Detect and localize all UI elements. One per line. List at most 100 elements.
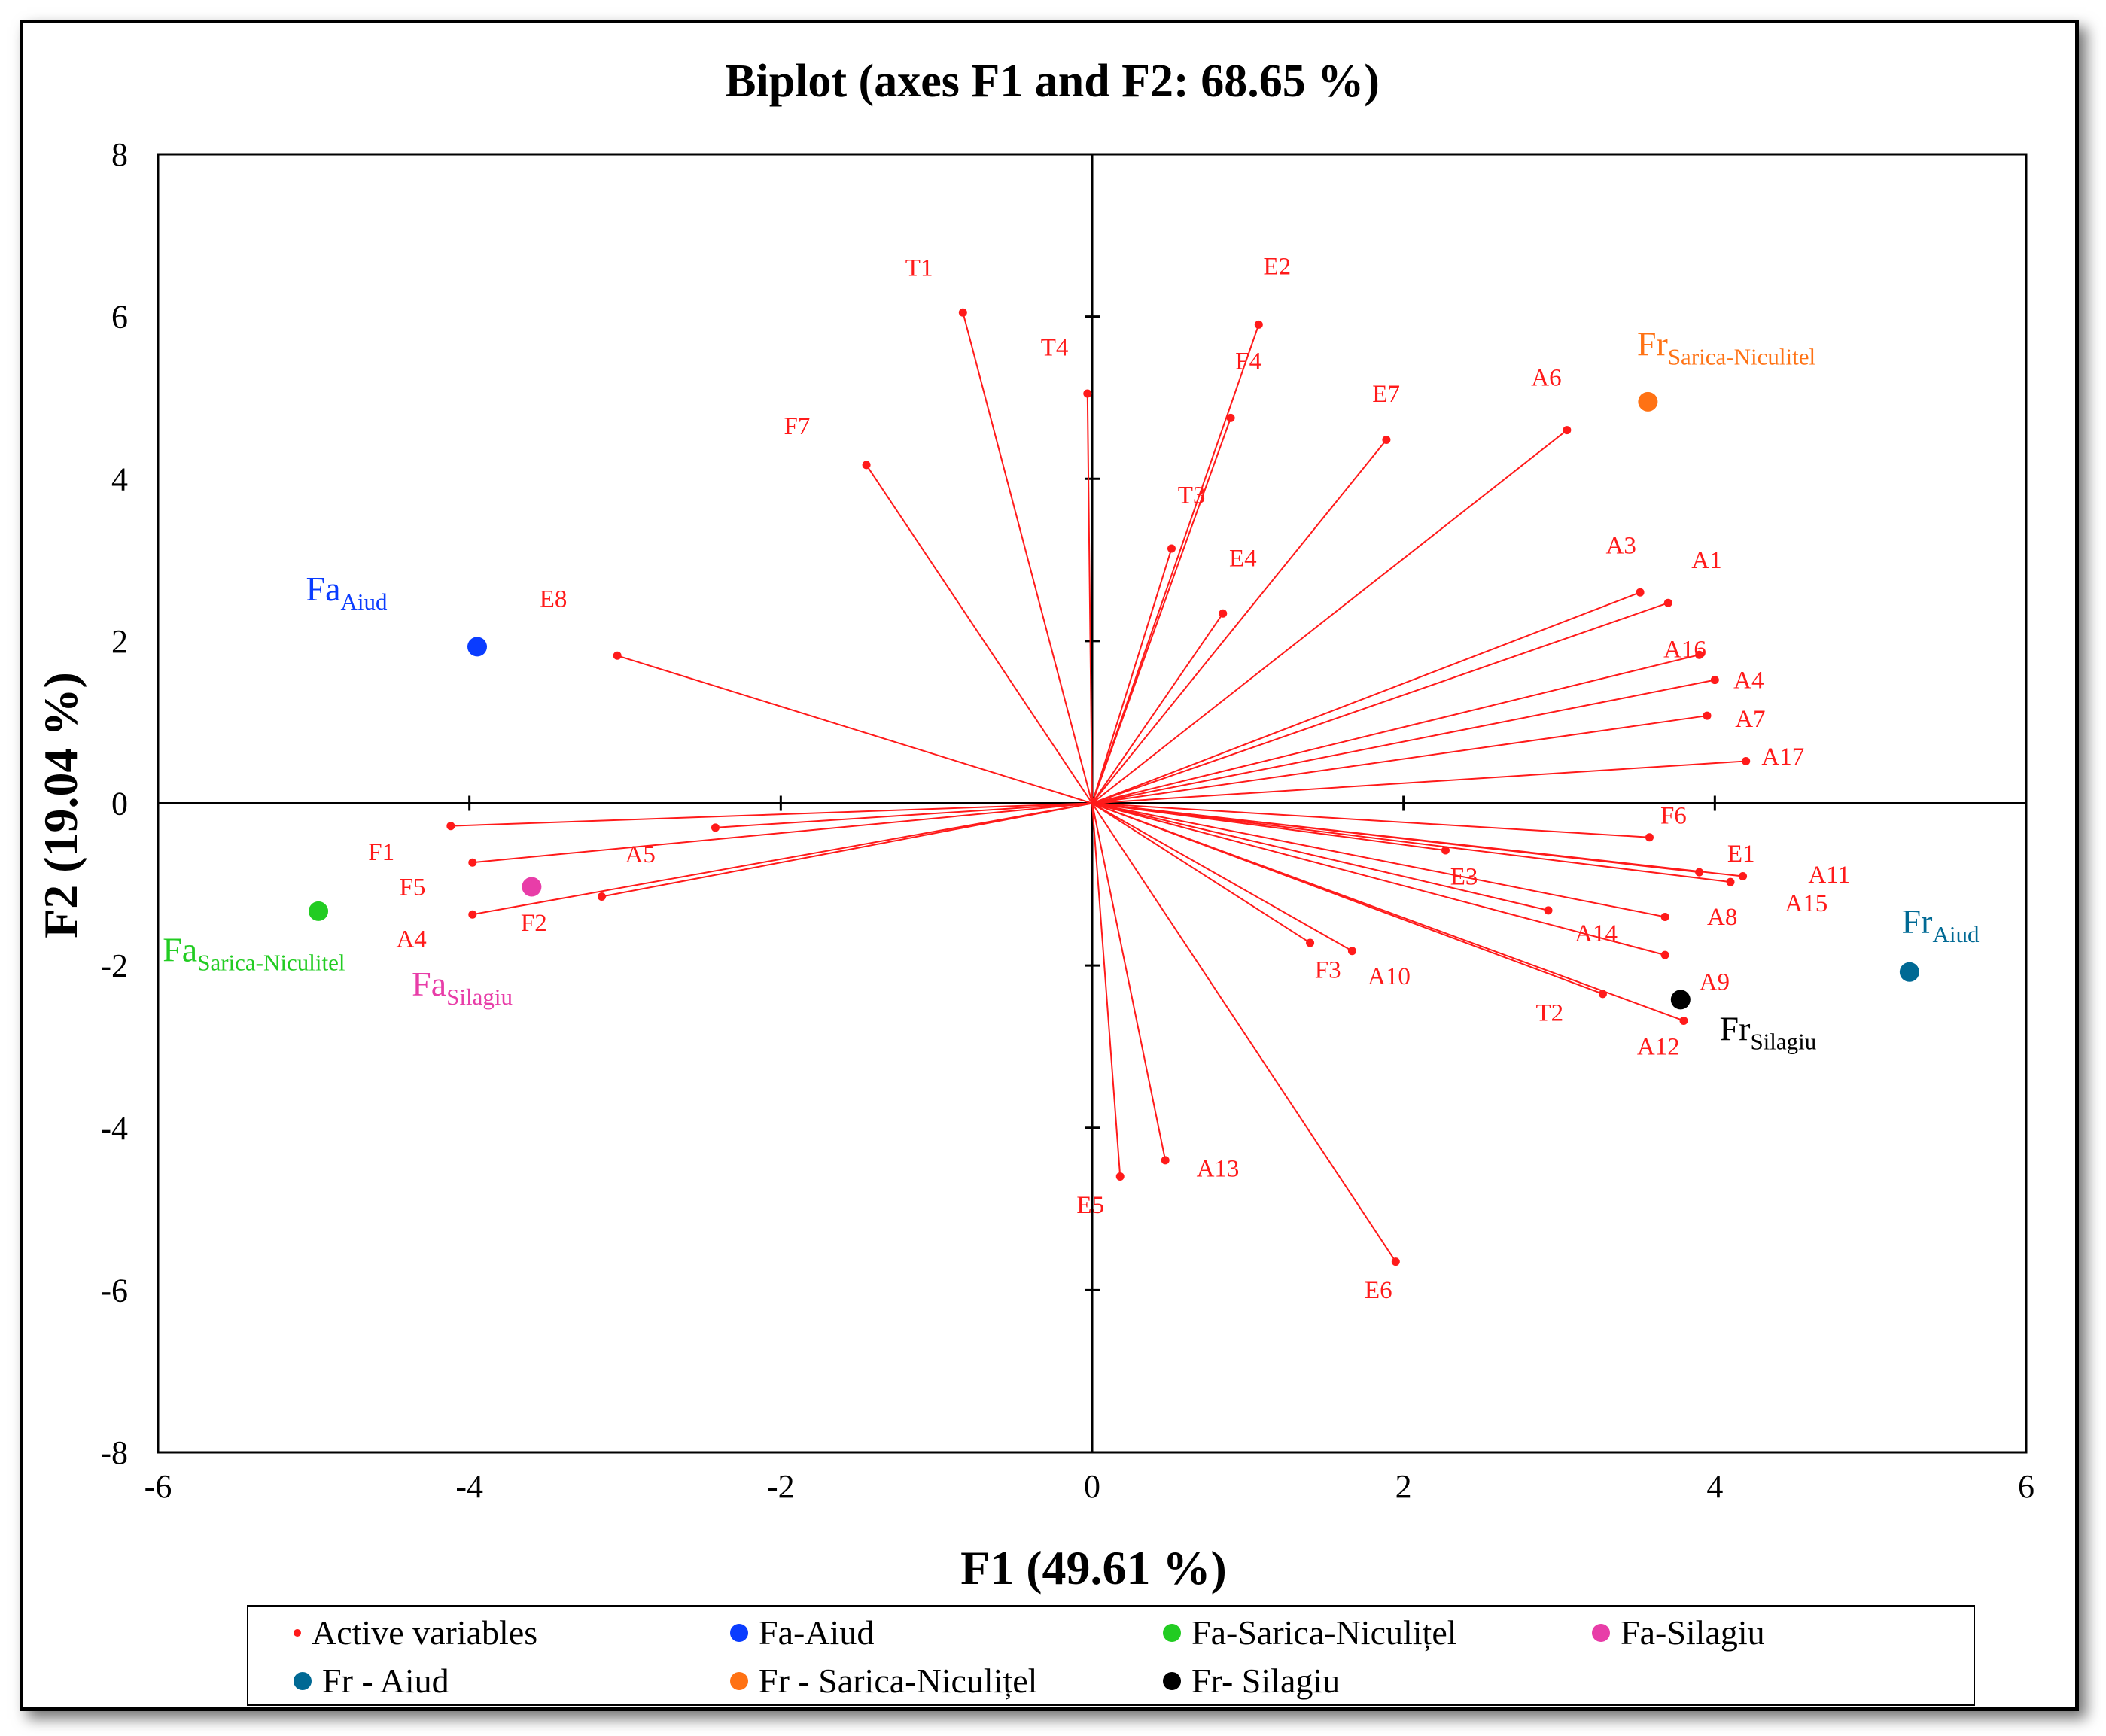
observation-label: FrAiud bbox=[1902, 902, 1980, 947]
observation-point bbox=[1638, 391, 1658, 412]
legend-item-active-variables: Active variables bbox=[294, 1613, 537, 1652]
vector-label: A6 bbox=[1531, 364, 1561, 391]
vector-line bbox=[1086, 394, 1093, 804]
observation-point bbox=[467, 637, 488, 657]
vector-point bbox=[958, 308, 967, 317]
chart-title: Biplot (axes F1 and F2: 68.65 %) bbox=[725, 56, 1380, 107]
vector-point bbox=[1115, 1172, 1125, 1181]
legend: Active variables Fa-Aiud Fa-Sarica-Nicul… bbox=[247, 1605, 1975, 1706]
y-tick-label: 6 bbox=[111, 299, 128, 336]
variable-vector: A8 bbox=[1091, 802, 1737, 931]
vector-line bbox=[1091, 802, 1311, 944]
vector-label: E4 bbox=[1229, 546, 1257, 573]
vector-point bbox=[468, 858, 477, 867]
variable-vector: A5 bbox=[625, 802, 1093, 868]
observation-point bbox=[309, 901, 329, 921]
vector-line bbox=[616, 655, 1093, 804]
variable-vector: A1 bbox=[1091, 547, 1722, 804]
legend-item-fa-aiud: Fa-Aiud bbox=[730, 1613, 874, 1652]
vector-label: A10 bbox=[1368, 963, 1411, 990]
vector-point bbox=[1306, 938, 1315, 947]
vector-line bbox=[472, 802, 1093, 916]
legend-label: Fr - Aiud bbox=[322, 1662, 449, 1700]
variable-vector: F4 bbox=[1091, 348, 1261, 804]
observation-label-sub: Aiud bbox=[340, 588, 388, 615]
x-axis-label: F1 (49.61 %) bbox=[960, 1541, 1227, 1595]
variable-vector: A9 bbox=[1091, 802, 1730, 996]
observation-points: FaAiudFaSarica-NiculitelFaSilagiuFrAiudF… bbox=[163, 324, 1980, 1054]
y-tick-label: 8 bbox=[111, 136, 128, 173]
vector-line bbox=[1091, 802, 1549, 911]
observation-point bbox=[1899, 962, 1919, 982]
vector-point bbox=[1391, 1257, 1400, 1266]
variable-vector: F2 bbox=[521, 802, 1093, 937]
vector-line bbox=[1091, 802, 1446, 852]
x-tick-label: 2 bbox=[1395, 1468, 1412, 1505]
vector-point bbox=[446, 822, 455, 831]
variable-vector: A6 bbox=[1091, 364, 1572, 804]
variable-vector: E7 bbox=[1091, 381, 1400, 804]
variable-vector: E8 bbox=[540, 586, 1093, 804]
vector-label: A4 bbox=[1733, 667, 1764, 694]
vector-point bbox=[1219, 609, 1228, 618]
vector-label: E8 bbox=[540, 586, 568, 613]
vector-label: E1 bbox=[1727, 841, 1755, 868]
observation-label-main: Fr bbox=[1720, 1009, 1751, 1047]
observation-label-main: Fa bbox=[412, 965, 446, 1003]
observation-label-main: Fr bbox=[1637, 324, 1668, 363]
variable-vector: A10 bbox=[1091, 802, 1411, 990]
legend-label: Fa-Sarica-Niculițel bbox=[1191, 1613, 1457, 1652]
vector-label: T2 bbox=[1535, 999, 1563, 1026]
legend-label: Fa-Aiud bbox=[759, 1613, 875, 1652]
variable-vector: A3 bbox=[1091, 532, 1645, 804]
observation-label-main: Fr bbox=[1902, 902, 1933, 941]
observation-label-main: Fa bbox=[163, 931, 197, 969]
variable-vector: F6 bbox=[1091, 802, 1687, 842]
variable-vector: T1 bbox=[905, 255, 1093, 804]
vector-label: A13 bbox=[1197, 1155, 1240, 1182]
vector-label: A8 bbox=[1707, 904, 1737, 931]
variable-vector: A4 bbox=[1091, 667, 1764, 804]
vector-line bbox=[715, 802, 1093, 828]
vector-line bbox=[1091, 802, 1684, 1022]
vector-label: F1 bbox=[368, 839, 394, 866]
legend-item-fa-silagiu: Fa-Silagiu bbox=[1592, 1613, 1765, 1652]
variable-vector: A16 bbox=[1091, 636, 1706, 804]
y-tick-label: -8 bbox=[100, 1434, 128, 1471]
vector-label: A9 bbox=[1700, 968, 1730, 996]
vector-line bbox=[1091, 802, 1353, 952]
legend-item-fr-aiud: Fr - Aiud bbox=[294, 1661, 449, 1701]
legend-label: Active variables bbox=[312, 1613, 538, 1652]
vector-label: T1 bbox=[905, 255, 933, 282]
y-tick-label: -2 bbox=[100, 947, 128, 984]
vector-point bbox=[862, 461, 871, 470]
tick-labels: -6 -4 -2 0 2 4 6 -8 -6 -4 -2 0 2 4 6 8 bbox=[100, 136, 2034, 1505]
x-tick-label: 6 bbox=[2018, 1468, 2034, 1505]
legend-marker-fa-silagiu bbox=[1592, 1623, 1610, 1642]
legend-marker-fr-aiud bbox=[294, 1671, 312, 1690]
variable-vector: F1 bbox=[368, 802, 1093, 866]
vector-line bbox=[1091, 418, 1232, 804]
observation-label: FaSarica-Niculitel bbox=[163, 931, 345, 976]
observation-label: FaAiud bbox=[306, 570, 388, 615]
vector-label: A17 bbox=[1761, 743, 1804, 771]
observation: FaAiud bbox=[306, 570, 488, 657]
vector-point bbox=[1703, 711, 1712, 720]
variable-vector: E2 bbox=[1091, 254, 1291, 804]
chart-frame bbox=[20, 20, 2079, 1711]
variable-vector: A11 bbox=[1091, 802, 1850, 889]
vector-line bbox=[1091, 802, 1743, 877]
vector-label: A4 bbox=[396, 926, 426, 953]
vector-label: A5 bbox=[625, 841, 656, 868]
observation-label-sub: Silagiu bbox=[1750, 1028, 1816, 1054]
variable-vectors: T1 T4 E2 F4 E7 A6 F7 T3 E4 E8 A3 A1 A16 A4 A7 A17 F6 E1 A1… bbox=[368, 254, 1850, 1305]
vector-line bbox=[1091, 802, 1666, 956]
vector-label: A1 bbox=[1691, 547, 1721, 574]
variable-vector: E4 bbox=[1091, 546, 1257, 804]
vector-point bbox=[1347, 947, 1356, 956]
vector-line bbox=[1091, 548, 1173, 804]
vector-line bbox=[601, 802, 1093, 898]
y-tick-label: 4 bbox=[111, 461, 128, 497]
vector-line bbox=[1091, 802, 1666, 918]
